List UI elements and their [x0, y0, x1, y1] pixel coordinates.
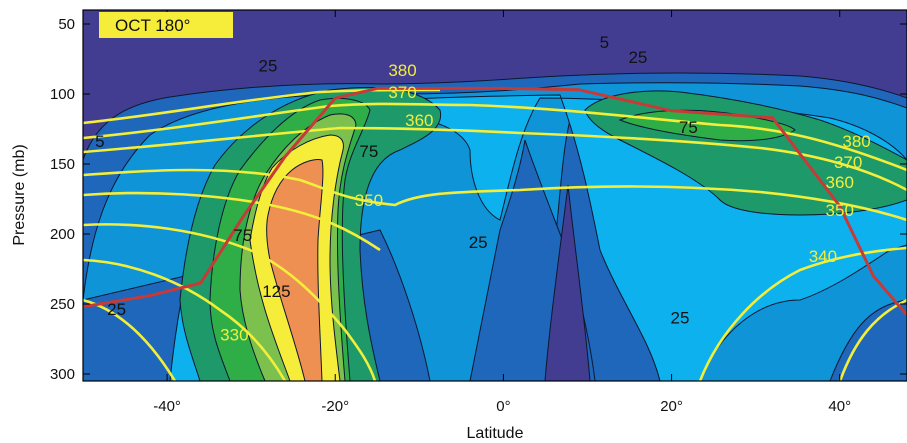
isentrope-label: 370 — [834, 153, 862, 172]
x-tick-label: 0° — [496, 398, 510, 415]
isentrope-345-line — [83, 191, 381, 252]
y-axis: 50 100 150 200 250 300 — [50, 16, 907, 383]
x-tick-label: -20° — [321, 398, 349, 415]
title-box-bg — [99, 12, 233, 38]
x-tick-label: 40° — [828, 398, 851, 415]
y-tick-label: 50 — [58, 16, 75, 33]
isentrope-370-line — [83, 102, 907, 172]
isentrope-360-line — [83, 126, 907, 192]
contour-band-equator-core — [544, 184, 591, 381]
y-tick-label: 300 — [50, 366, 75, 383]
isentrope-340-north-line — [698, 246, 907, 381]
contour-label: 75 — [233, 226, 252, 245]
title-box: OCT 180° — [99, 12, 233, 38]
y-axis-title: Pressure (mb) — [11, 144, 28, 245]
y-tick-label: 200 — [50, 226, 75, 243]
x-axis-title: Latitude — [467, 425, 524, 442]
isentrope-380-line — [83, 88, 441, 125]
isentrope-label: 360 — [826, 173, 854, 192]
contour-label: 25 — [671, 309, 690, 328]
contour-label: 5 — [600, 33, 609, 52]
isentrope-lines — [83, 88, 907, 381]
contour-label: 25 — [469, 233, 488, 252]
x-tick-label: -40° — [153, 398, 181, 415]
tropopause-line — [83, 86, 907, 317]
isentrope-330-line — [83, 258, 287, 381]
isentrope-label: 350 — [355, 191, 383, 210]
isentrope-label: 380 — [842, 132, 870, 151]
y-tick-label: 150 — [50, 156, 75, 173]
chart-title: OCT 180° — [115, 16, 190, 35]
contour-label: 25 — [107, 300, 126, 319]
isentrope-340-line — [83, 223, 377, 381]
contour-label: 25 — [259, 57, 278, 76]
contour-label: 125 — [262, 282, 290, 301]
contour-label: 75 — [359, 142, 378, 161]
isentrope-label: 380 — [388, 61, 416, 80]
isentrope-label: 330 — [220, 325, 248, 344]
contour-labels: 5 25 25 5 75 75 75 125 25 25 25 — [95, 33, 698, 328]
contour-label: 5 — [95, 132, 104, 151]
isentrope-label: 350 — [826, 201, 854, 220]
y-tick-label: 250 — [50, 296, 75, 313]
x-tick-label: 20° — [660, 398, 683, 415]
isentrope-label: 370 — [388, 83, 416, 102]
y-tick-label: 100 — [50, 86, 75, 103]
isentrope-350-line — [83, 168, 907, 222]
contour-label: 75 — [679, 118, 698, 137]
tropopause-layer — [83, 86, 907, 317]
contour-label: 25 — [628, 48, 647, 67]
isentrope-label: 360 — [405, 111, 433, 130]
x-axis: -40° -20° 0° 20° 40° — [153, 10, 851, 415]
isentrope-label: 340 — [809, 247, 837, 266]
plot-frame — [82, 9, 907, 382]
contour-band-100-north — [618, 109, 796, 142]
